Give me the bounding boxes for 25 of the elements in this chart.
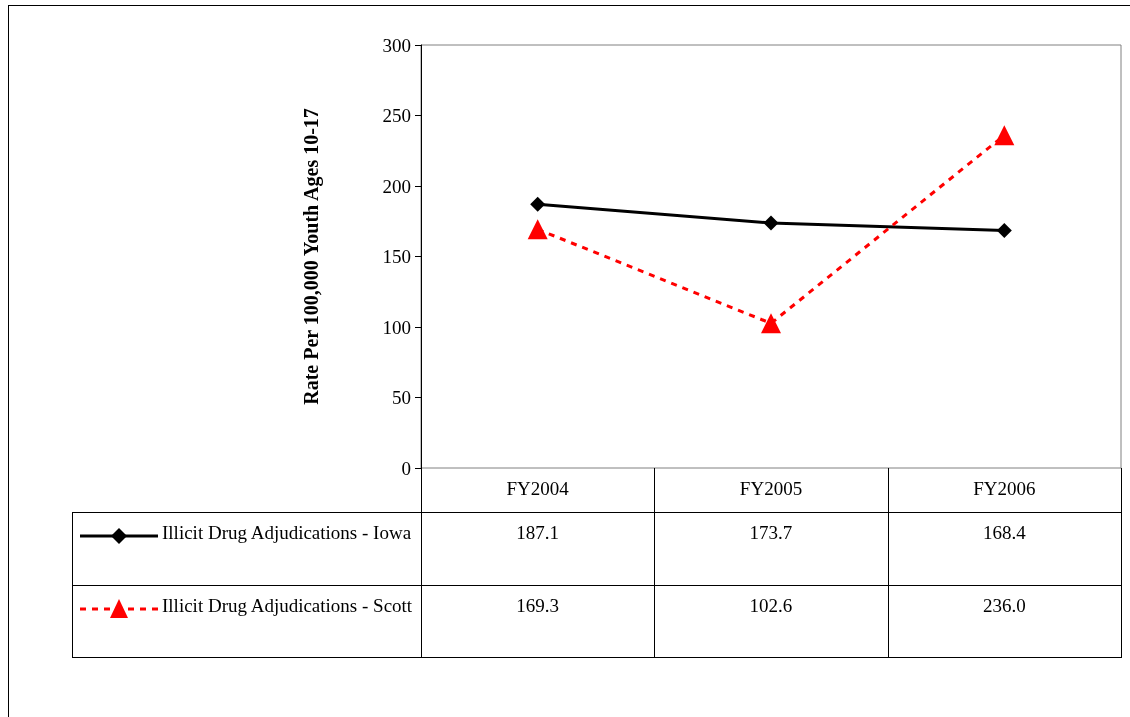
- legend-label: Illicit Drug Adjudications - Iowa: [162, 521, 413, 545]
- x-tick-label: FY2006: [972, 477, 1037, 501]
- y-tick-label: 150: [382, 246, 411, 267]
- x-tick-label: FY2005: [738, 477, 804, 501]
- data-label: 168.4: [981, 521, 1027, 545]
- point: [763, 215, 779, 231]
- y-tick-label: 300: [382, 34, 411, 56]
- point: [527, 219, 548, 240]
- data-label: 187.1: [515, 521, 561, 545]
- y-tick-label: 100: [382, 316, 411, 338]
- data-label: 102.6: [748, 594, 794, 618]
- x-tick-label: FY2004: [505, 477, 570, 501]
- point: [994, 125, 1015, 146]
- point: [530, 196, 546, 212]
- point: [761, 313, 781, 334]
- legend-label: Illicit Drug Adjudications - Scott: [162, 594, 414, 618]
- data-label: 169.3: [515, 594, 561, 618]
- y-tick-label: 50: [392, 387, 411, 408]
- y-axis-title: Rate Per 100,000 Youth Ages 10-17: [300, 108, 323, 405]
- point: [996, 223, 1012, 239]
- y-tick-label: 250: [382, 105, 411, 126]
- y-tick-label: 200: [382, 175, 411, 197]
- data-label: 173.7: [748, 521, 794, 545]
- data-label: 236.0: [981, 594, 1027, 618]
- y-tick-label: 0: [401, 457, 411, 479]
